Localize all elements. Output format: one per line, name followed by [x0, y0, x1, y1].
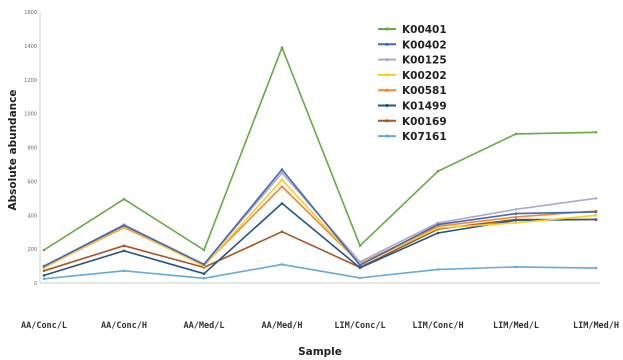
- data-point: [280, 230, 284, 233]
- data-point: [280, 171, 284, 175]
- data-point: [122, 249, 126, 253]
- data-point: [594, 131, 598, 134]
- series-line: [43, 202, 597, 277]
- legend-marker: [385, 42, 389, 46]
- legend-label: K01499: [402, 101, 447, 113]
- data-point: [358, 244, 362, 247]
- data-point: [42, 248, 46, 252]
- y-tick-label: 1000: [24, 112, 37, 118]
- data-point: [514, 132, 518, 136]
- y-tick-label: 600: [27, 179, 37, 185]
- data-point: [122, 244, 126, 247]
- legend-label: K00581: [402, 85, 447, 97]
- series-line: [43, 178, 597, 269]
- y-tick-label: 1600: [24, 10, 37, 16]
- legend-label: K00125: [402, 55, 447, 67]
- data-point: [280, 178, 284, 181]
- legend-marker: [385, 119, 389, 123]
- legend-label: K00401: [402, 24, 447, 36]
- legend-marker: [385, 58, 389, 62]
- data-point: [280, 202, 284, 205]
- series-line: [43, 168, 597, 267]
- data-point: [202, 277, 206, 280]
- y-axis-title: Absolute abundance: [7, 90, 19, 211]
- data-point: [42, 277, 46, 281]
- data-point: [122, 224, 126, 227]
- data-point: [514, 215, 518, 219]
- x-tick-label: LIM/Med/H: [573, 321, 619, 331]
- series-K00402: [42, 168, 598, 268]
- y-tick-label: 0: [34, 281, 37, 287]
- y-tick-label: 400: [27, 213, 37, 219]
- x-tick-label: AA/Conc/L: [21, 321, 67, 331]
- legend: K00401 K00402 K00125 K00202 K00581 K01499 K001…: [378, 24, 447, 143]
- series-K00401: [42, 46, 598, 252]
- data-point: [594, 214, 598, 217]
- y-tick-label: 200: [27, 247, 37, 253]
- series-K01499: [42, 202, 598, 277]
- data-point: [280, 185, 284, 188]
- legend-marker: [385, 134, 389, 138]
- x-axis-title: Sample: [298, 346, 342, 358]
- data-point: [42, 269, 46, 273]
- data-point: [436, 268, 440, 271]
- data-point: [280, 46, 284, 49]
- x-tick-label: AA/Med/L: [184, 321, 225, 331]
- data-point: [514, 208, 518, 211]
- y-tick-label: 1400: [24, 44, 37, 50]
- series-line: [43, 263, 597, 280]
- y-tick-label: 1200: [24, 78, 37, 84]
- data-point: [514, 212, 518, 215]
- data-point: [280, 263, 284, 266]
- data-point: [202, 272, 206, 276]
- data-point: [594, 218, 598, 221]
- x-tick-label: AA/Conc/H: [101, 321, 147, 331]
- data-point: [594, 266, 598, 270]
- series-K07161: [42, 263, 598, 281]
- series-line: [43, 218, 596, 272]
- data-point: [358, 266, 362, 270]
- data-point: [280, 168, 284, 171]
- legend-marker: [385, 27, 389, 31]
- y-tick-labels: 0 200 400 600 800 1000 1200 1400 1600: [24, 10, 37, 287]
- data-point: [436, 169, 440, 173]
- data-point: [122, 269, 126, 273]
- series-lines: [42, 46, 598, 281]
- data-point: [514, 265, 518, 269]
- data-point: [436, 231, 440, 235]
- data-point: [358, 263, 362, 267]
- data-point: [358, 260, 362, 264]
- data-point: [42, 264, 46, 268]
- y-tick-label: 800: [27, 146, 37, 152]
- data-point: [594, 197, 598, 200]
- data-point: [42, 274, 46, 277]
- legend-label: K00202: [402, 70, 447, 82]
- legend-label: K07161: [402, 131, 447, 143]
- data-point: [594, 210, 598, 214]
- data-point: [202, 263, 206, 266]
- legend-label: K00402: [402, 39, 447, 51]
- data-point: [436, 226, 440, 230]
- data-point: [122, 197, 126, 201]
- x-tick-labels: AA/Conc/L AA/Conc/H AA/Med/L AA/Med/H LIM/Co…: [21, 321, 619, 331]
- x-tick-label: LIM/Med/L: [493, 321, 539, 331]
- data-point: [436, 223, 440, 226]
- data-point: [358, 276, 362, 280]
- series-line: [43, 46, 597, 251]
- data-point: [514, 221, 518, 225]
- x-tick-label: AA/Med/H: [262, 321, 303, 331]
- data-point: [514, 219, 518, 222]
- legend-marker: [385, 73, 389, 77]
- legend-label: K00169: [402, 116, 447, 128]
- legend-marker: [385, 88, 389, 92]
- legend-marker: [385, 103, 389, 108]
- x-tick-label: LIM/Conc/H: [412, 321, 463, 331]
- x-tick-label: LIM/Conc/L: [334, 321, 385, 331]
- data-point: [202, 248, 206, 252]
